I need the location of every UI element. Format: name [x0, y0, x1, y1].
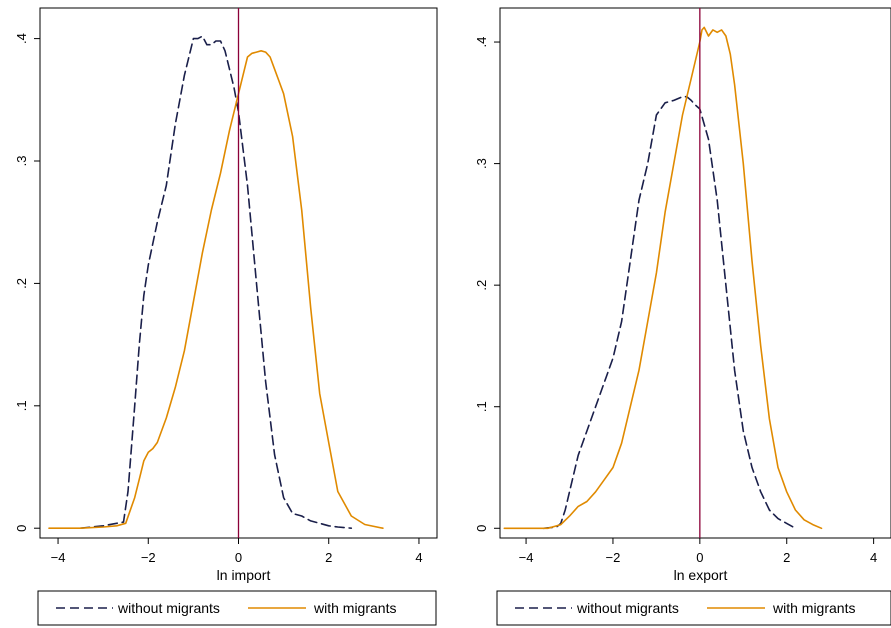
legend-label-without-migrants: without migrants: [117, 600, 220, 616]
series-line-with-migrants: [503, 26, 823, 530]
x-axis-label: ln import: [217, 567, 271, 583]
y-tick-label: .3: [14, 156, 29, 167]
x-tick-label: −4: [51, 550, 66, 565]
chart-panel-2: 0 .1 .2 .3 .4 −4 −2 0 2 4 ln export without migrant…: [474, 7, 891, 626]
x-axis-label: ln export: [674, 567, 728, 583]
legend: without migrants with migrants: [496, 590, 891, 626]
x-tick-label: 4: [870, 550, 877, 565]
y-tick-label: .2: [474, 280, 489, 291]
chart-panel-1: 0 .1 .2 .3 .4 −4 −2 0 2 4 ln import without migrant…: [14, 7, 438, 626]
y-tick-label: .3: [474, 158, 489, 169]
x-tick-label: −2: [141, 550, 156, 565]
series-line-with-migrants: [48, 49, 384, 530]
legend-label-with-migrants: with migrants: [313, 600, 396, 616]
x-tick-label: −2: [606, 550, 621, 565]
y-tick-label: 0: [14, 525, 29, 532]
x-tick-label: 4: [415, 550, 422, 565]
plot-frame: [499, 7, 891, 539]
x-tick-label: 0: [235, 550, 242, 565]
y-tick-label: .4: [474, 37, 489, 48]
x-tick-label: −4: [519, 550, 534, 565]
y-tick-label: .2: [14, 278, 29, 289]
legend-label-without-migrants: without migrants: [576, 600, 679, 616]
y-tick-label: 0: [474, 525, 489, 532]
x-tick-label: 2: [325, 550, 332, 565]
x-tick-label: 2: [783, 550, 790, 565]
y-tick-label: .1: [14, 400, 29, 411]
x-tick-label: 0: [696, 550, 703, 565]
series-line-without-migrants: [542, 95, 797, 530]
legend-label-with-migrants: with migrants: [772, 600, 855, 616]
y-tick-label: .1: [474, 401, 489, 412]
legend: without migrants with migrants: [37, 590, 437, 626]
series-line-without-migrants: [79, 35, 353, 530]
y-tick-label: .4: [14, 33, 29, 44]
